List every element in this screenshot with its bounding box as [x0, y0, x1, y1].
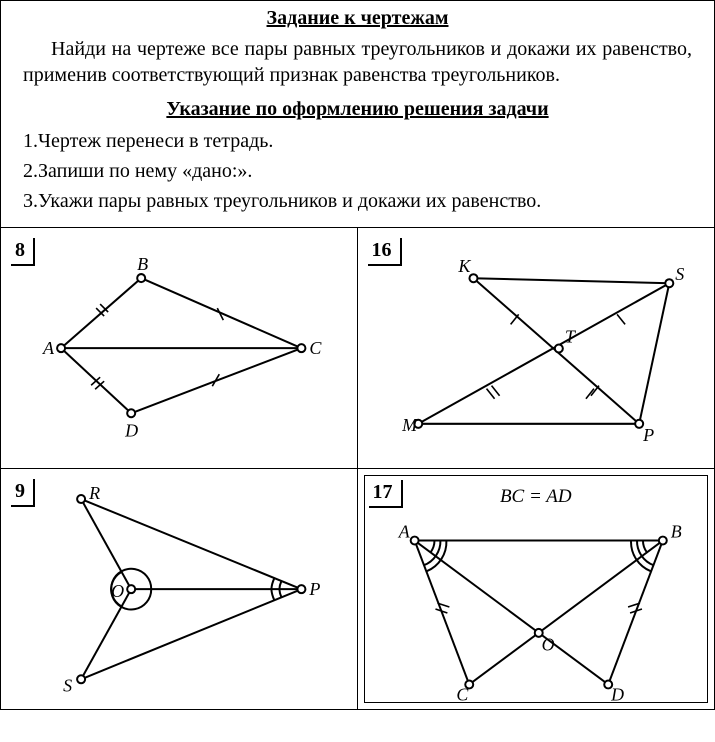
frame-17: 17 BC = AD	[364, 475, 709, 703]
cell-16: 16	[358, 228, 715, 468]
label-D: D	[124, 420, 138, 440]
heading-task: Задание к чертежам	[23, 7, 692, 30]
label-P: P	[642, 425, 654, 445]
label-A17: A	[397, 522, 409, 542]
label-D17: D	[610, 684, 624, 704]
label-K: K	[457, 256, 471, 276]
cell-8: 8	[1, 228, 358, 468]
diagram-17: A B C D O	[365, 476, 707, 704]
step-1: 1.Чертеж перенеси в тетрадь.	[23, 127, 692, 155]
label-A: A	[42, 338, 55, 358]
label-O: O	[111, 581, 124, 601]
instructions-block: Задание к чертежам Найди на чертеже все …	[1, 1, 714, 227]
diagram-16: M P K S T	[358, 228, 714, 469]
cell-17: 17 BC = AD	[358, 468, 715, 709]
label-C17: C	[456, 684, 469, 704]
task-paragraph: Найди на чертеже все пары равных треугол…	[23, 36, 692, 88]
label-M: M	[401, 415, 418, 435]
label-O17: O	[541, 635, 554, 655]
label-B: B	[137, 254, 148, 274]
heading-hint: Указание по оформлению решения задачи	[23, 98, 692, 121]
page-root: Задание к чертежам Найди на чертеже все …	[0, 0, 715, 710]
step-3: 3.Укажи пары равных треугольников и дока…	[23, 187, 692, 215]
label-C: C	[309, 338, 322, 358]
label-S: S	[63, 675, 72, 695]
step-2: 2.Запиши по нему «дано:».	[23, 157, 692, 185]
label-P: P	[308, 579, 320, 599]
diagram-grid: 8	[1, 227, 714, 709]
diagram-8: A B C D	[1, 228, 356, 468]
label-S: S	[675, 264, 684, 284]
cell-9: 9	[1, 468, 358, 709]
diagram-9: R O P S	[1, 469, 356, 709]
label-R: R	[88, 483, 100, 503]
label-B17: B	[670, 522, 681, 542]
